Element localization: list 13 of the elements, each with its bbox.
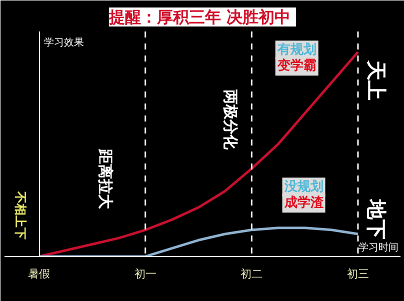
y-axis-title: 学习效果 bbox=[44, 36, 84, 48]
annotation: 地下 bbox=[364, 198, 389, 240]
annotation: 两极分化 bbox=[221, 88, 240, 150]
annotation: 不相上下 bbox=[13, 190, 28, 240]
x-axis-title: 学习时间 bbox=[358, 242, 398, 254]
x-tick-label: 暑假 bbox=[28, 268, 50, 280]
annotation: 距离拉大 bbox=[96, 148, 114, 210]
x-tick-label: 初二 bbox=[240, 268, 263, 280]
x-tick-label: 初三 bbox=[346, 268, 369, 280]
annotation: 天上 bbox=[364, 60, 389, 101]
annotation: 没规划成学渣 bbox=[283, 180, 324, 211]
x-tick-label: 初一 bbox=[134, 268, 156, 280]
annotation: 有规划变学霸 bbox=[276, 42, 316, 74]
